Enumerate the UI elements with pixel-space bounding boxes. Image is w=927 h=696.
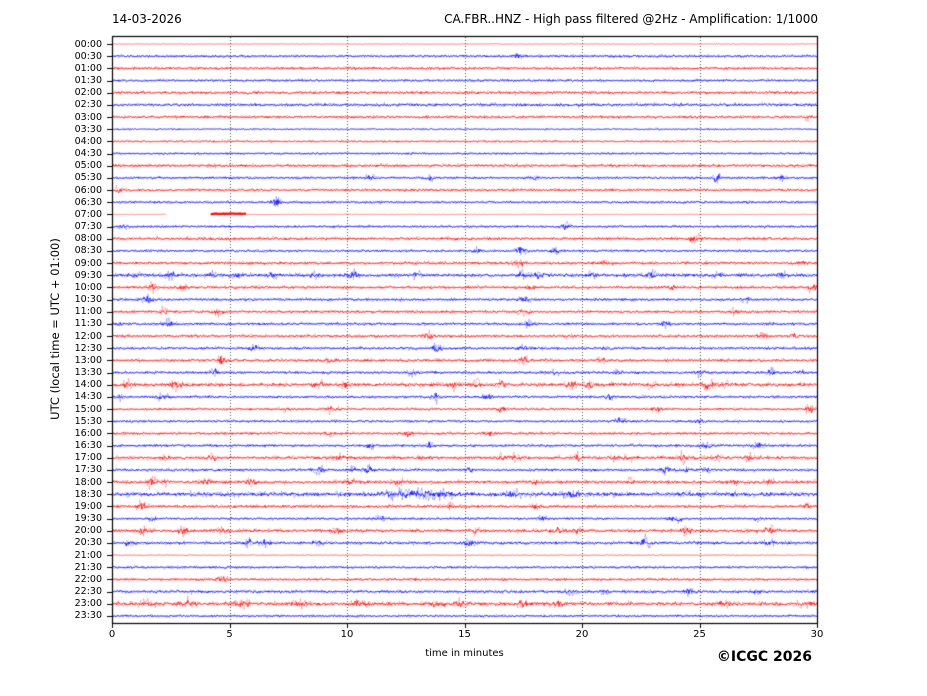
x-axis-label: time in minutes [425,648,504,659]
y-tick-label: 21:00 [74,549,102,561]
y-tick-label: 12:00 [74,330,102,342]
y-tick-label: 14:30 [74,391,102,403]
y-tick-label: 16:00 [74,427,102,439]
y-tick-label: 17:00 [74,452,102,464]
y-tick-label: 15:30 [74,415,102,427]
y-tick-label: 19:30 [74,513,102,525]
x-tick-label: 20 [575,629,589,640]
y-tick-label: 07:00 [74,208,102,220]
y-tick-label: 03:30 [74,123,102,135]
x-tick-label: 5 [226,629,233,640]
date-title: 14-03-2026 [112,12,182,26]
y-tick-label: 04:00 [74,135,102,147]
y-tick-label: 00:00 [74,38,102,50]
x-tick-label: 25 [693,629,706,640]
y-tick-label: 22:30 [74,586,102,598]
y-tick-label: 09:30 [74,269,102,281]
y-tick-label: 16:30 [74,440,102,452]
y-tick-label: 11:30 [74,318,102,330]
y-tick-label: 17:30 [74,464,102,476]
x-tick-label: 0 [108,629,116,640]
y-tick-label: 01:00 [74,62,102,74]
x-tick-label: 15 [458,629,471,640]
y-tick-label: 18:30 [74,488,102,500]
y-tick-label: 11:00 [74,306,102,318]
y-tick-label: 01:30 [74,75,102,86]
y-tick-label: 23:30 [74,610,102,622]
y-tick-label: 06:00 [74,184,102,196]
seismogram-canvas [95,25,825,637]
y-tick-label: 14:00 [74,379,102,391]
y-tick-label: 05:00 [74,160,102,172]
y-tick-label: 13:00 [74,354,102,366]
y-tick-label: 18:00 [74,476,102,488]
y-tick-label: 15:00 [74,403,102,415]
copyright-label: ©ICGC 2026 [716,649,812,665]
y-tick-label: 12:30 [74,342,102,354]
y-tick-label: 02:30 [74,99,102,111]
y-tick-label: 10:30 [74,294,102,306]
y-tick-label: 08:00 [74,233,102,245]
page-title: CA.FBR..HNZ - High pass filtered @2Hz - … [444,12,818,26]
y-tick-label: 07:30 [74,221,102,233]
y-tick-label: 20:00 [74,525,102,537]
x-tick-label: 10 [340,629,354,640]
y-tick-label: 10:00 [74,281,102,293]
y-tick-label: 20:30 [74,537,102,549]
y-tick-label: 19:00 [74,500,102,512]
y-tick-label: 13:30 [74,367,102,379]
y-tick-label: 04:30 [74,148,102,160]
y-tick-label: 05:30 [74,172,102,184]
y-tick-label: 08:30 [74,245,102,257]
y-tick-label: 03:00 [74,111,102,123]
y-tick-label: 23:00 [74,598,102,610]
x-tick-label: 30 [810,629,824,640]
y-tick-label: 22:00 [74,573,102,585]
y-tick-label: 00:30 [74,50,102,62]
y-tick-label: 02:00 [74,87,102,99]
y-tick-label: 21:30 [74,561,102,573]
y-tick-label: 09:00 [74,257,102,269]
y-tick-label: 06:30 [74,196,102,208]
